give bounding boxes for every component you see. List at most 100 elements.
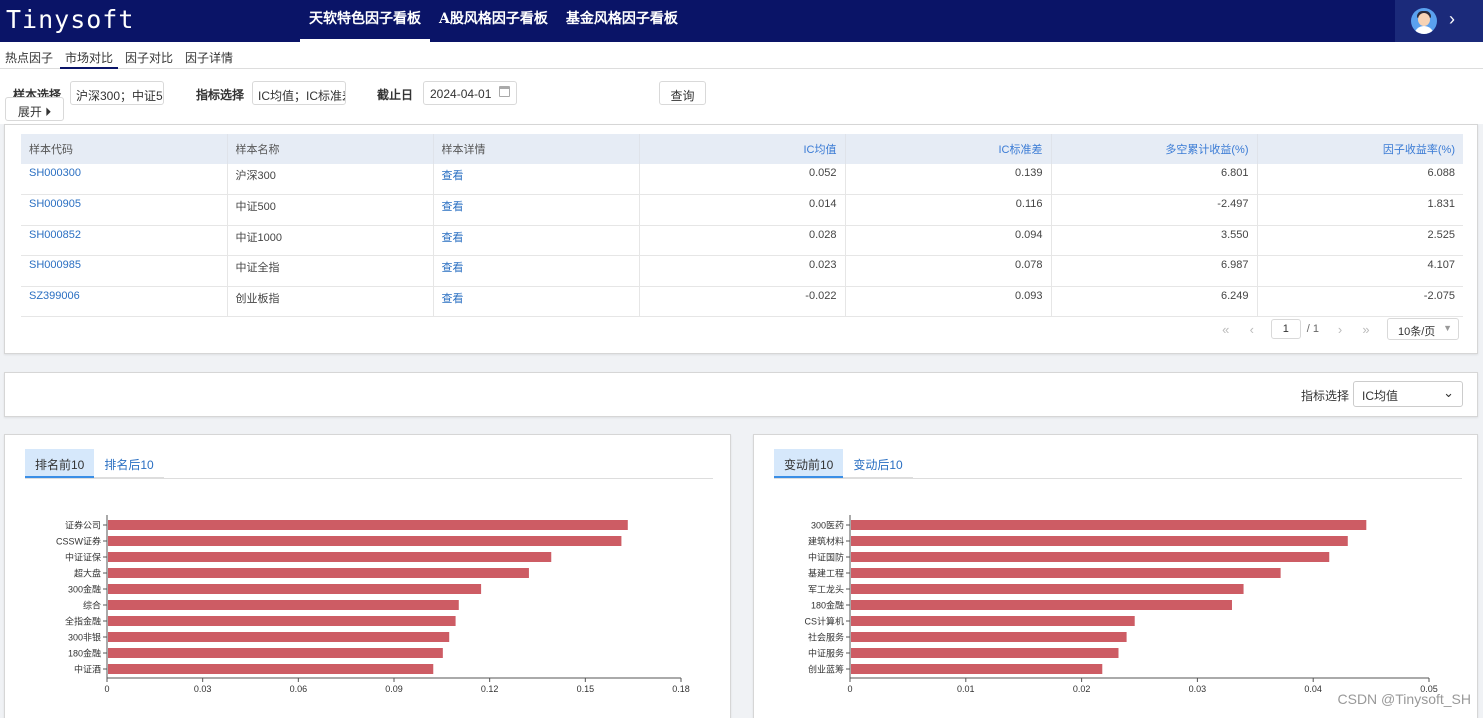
filter-bar: 样本选择 沪深300；中证500 展开 ⏵ 指标选择 IC均值；IC标准差 截止…: [0, 69, 1483, 124]
tab-change-top10[interactable]: 变动前10: [774, 449, 844, 478]
page-size-select[interactable]: 10条/页 ▼: [1387, 318, 1459, 340]
cell-view-link[interactable]: 查看: [433, 286, 640, 317]
x-tick-label: 0.15: [577, 684, 595, 694]
cell-value: 4.107: [1257, 255, 1463, 287]
cell-view-link[interactable]: 查看: [433, 194, 640, 226]
bar[interactable]: [108, 632, 450, 642]
bar[interactable]: [108, 600, 459, 610]
category-label: 180金融: [811, 600, 844, 611]
user-menu[interactable]: ›: [1395, 0, 1483, 42]
bar[interactable]: [108, 568, 529, 578]
table-row: SH000852 中证1000 查看 0.028 0.094 3.550 2.5…: [21, 225, 1463, 256]
bar[interactable]: [108, 648, 443, 658]
date-value: 2024-04-01: [430, 87, 492, 101]
date-picker[interactable]: 2024-04-01: [423, 81, 517, 105]
bar[interactable]: [851, 536, 1348, 546]
bar[interactable]: [108, 536, 622, 546]
chevron-down-icon: ▼: [1443, 323, 1452, 333]
chevron-right-icon[interactable]: ›: [1449, 9, 1455, 29]
cell-code[interactable]: SZ399006: [21, 286, 228, 317]
cell-value: 0.052: [639, 164, 846, 195]
category-label: 建筑材料: [808, 536, 844, 547]
tab-factor-compare[interactable]: 因子对比: [125, 51, 174, 65]
tab-top10[interactable]: 排名前10: [25, 449, 95, 478]
cell-value: 0.023: [639, 255, 846, 287]
expand-button[interactable]: 展开 ⏵: [5, 97, 64, 121]
x-tick-label: 0.01: [957, 684, 975, 694]
top-nav-tesefactor[interactable]: 天软特色因子看板: [300, 0, 430, 42]
cell-value: 1.831: [1257, 194, 1463, 226]
cell-code[interactable]: SH000852: [21, 225, 228, 256]
bar[interactable]: [108, 616, 456, 626]
category-label: CSSW证券: [56, 536, 101, 547]
cell-code[interactable]: SH000985: [21, 255, 228, 287]
tab-change-bottom10[interactable]: 变动后10: [853, 458, 903, 472]
tab-hot-factor[interactable]: 热点因子: [5, 51, 54, 65]
bar[interactable]: [108, 584, 482, 594]
category-label: 军工龙头: [808, 584, 844, 595]
indicator-dropdown[interactable]: IC均值 ⌄: [1353, 381, 1463, 407]
query-button[interactable]: 查询: [659, 81, 706, 105]
top-nav-fundstyle[interactable]: 基金风格因子看板: [565, 11, 678, 27]
cell-value: 2.525: [1257, 225, 1463, 256]
pagination: « ‹ 1 / 1 › » 10条/页 ▼: [1213, 318, 1459, 340]
bar[interactable]: [851, 632, 1127, 642]
indicator-select-label: 指标选择: [1301, 389, 1350, 403]
first-page-icon[interactable]: «: [1222, 321, 1230, 337]
bar[interactable]: [108, 552, 552, 562]
bar[interactable]: [108, 664, 434, 674]
cell-value: 0.093: [845, 286, 1052, 317]
col-name[interactable]: 样本名称: [227, 134, 434, 164]
bar[interactable]: [851, 520, 1367, 530]
col-detail[interactable]: 样本详情: [433, 134, 640, 164]
category-label: 全指金融: [65, 616, 101, 627]
bar[interactable]: [851, 616, 1135, 626]
bar[interactable]: [851, 568, 1281, 578]
cell-view-link[interactable]: 查看: [433, 164, 640, 195]
tab-market-compare[interactable]: 市场对比: [60, 42, 119, 69]
left-chart-tabs: 排名前10 排名后10: [25, 449, 164, 478]
next-page-icon[interactable]: ›: [1337, 321, 1343, 337]
cell-value: 0.014: [639, 194, 846, 226]
right-chart-panel: 变动前10 变动后10 300医药 建筑材料 中证国防 基建工程 军工龙头 180金融 CS…: [753, 434, 1478, 718]
category-label: 基建工程: [808, 568, 844, 579]
tab-factor-detail[interactable]: 因子详情: [185, 51, 234, 65]
last-page-icon[interactable]: »: [1362, 321, 1370, 337]
tab-bottom10[interactable]: 排名后10: [104, 458, 154, 472]
category-label: 综合: [83, 600, 101, 611]
chevron-down-icon: ⌄: [1443, 385, 1454, 400]
avatar[interactable]: [1411, 8, 1437, 34]
indicator-select[interactable]: IC均值；IC标准差: [252, 81, 346, 105]
cell-view-link[interactable]: 查看: [433, 255, 640, 287]
sample-select[interactable]: 沪深300；中证500: [70, 81, 164, 105]
category-label: 创业蓝筹: [808, 664, 844, 675]
cell-name: 沪深300: [227, 164, 434, 195]
col-ic-mean[interactable]: IC均值: [639, 134, 846, 164]
cell-view-link[interactable]: 查看: [433, 225, 640, 256]
bar[interactable]: [851, 600, 1232, 610]
bar[interactable]: [851, 552, 1330, 562]
cell-code[interactable]: SH000905: [21, 194, 228, 226]
page-input[interactable]: 1: [1270, 319, 1301, 339]
x-tick-label: 0.02: [1073, 684, 1091, 694]
bar[interactable]: [108, 520, 628, 530]
col-code[interactable]: 样本代码: [21, 134, 228, 164]
top-nav-astyle[interactable]: A股风格因子看板: [439, 11, 548, 27]
sample-table: 样本代码 样本名称 样本详情 IC均值 IC标准差 多空累计收益(%) 因子收益…: [21, 134, 1463, 317]
col-factor-return[interactable]: 因子收益率(%): [1257, 134, 1463, 164]
page-total: / 1: [1306, 323, 1319, 335]
col-longshort[interactable]: 多空累计收益(%): [1051, 134, 1258, 164]
bar[interactable]: [851, 664, 1103, 674]
logo: Tinysoft: [6, 5, 135, 34]
cell-name: 中证1000: [227, 225, 434, 256]
category-label: 300非银: [68, 632, 101, 643]
col-ic-std[interactable]: IC标准差: [845, 134, 1052, 164]
bar[interactable]: [851, 584, 1244, 594]
bar[interactable]: [851, 648, 1119, 658]
cell-code[interactable]: SH000300: [21, 164, 228, 195]
cell-value: 0.078: [845, 255, 1052, 287]
sample-table-panel: 样本代码 样本名称 样本详情 IC均值 IC标准差 多空累计收益(%) 因子收益…: [4, 124, 1478, 354]
cell-value: -2.075: [1257, 286, 1463, 317]
prev-page-icon[interactable]: ‹: [1249, 321, 1254, 337]
